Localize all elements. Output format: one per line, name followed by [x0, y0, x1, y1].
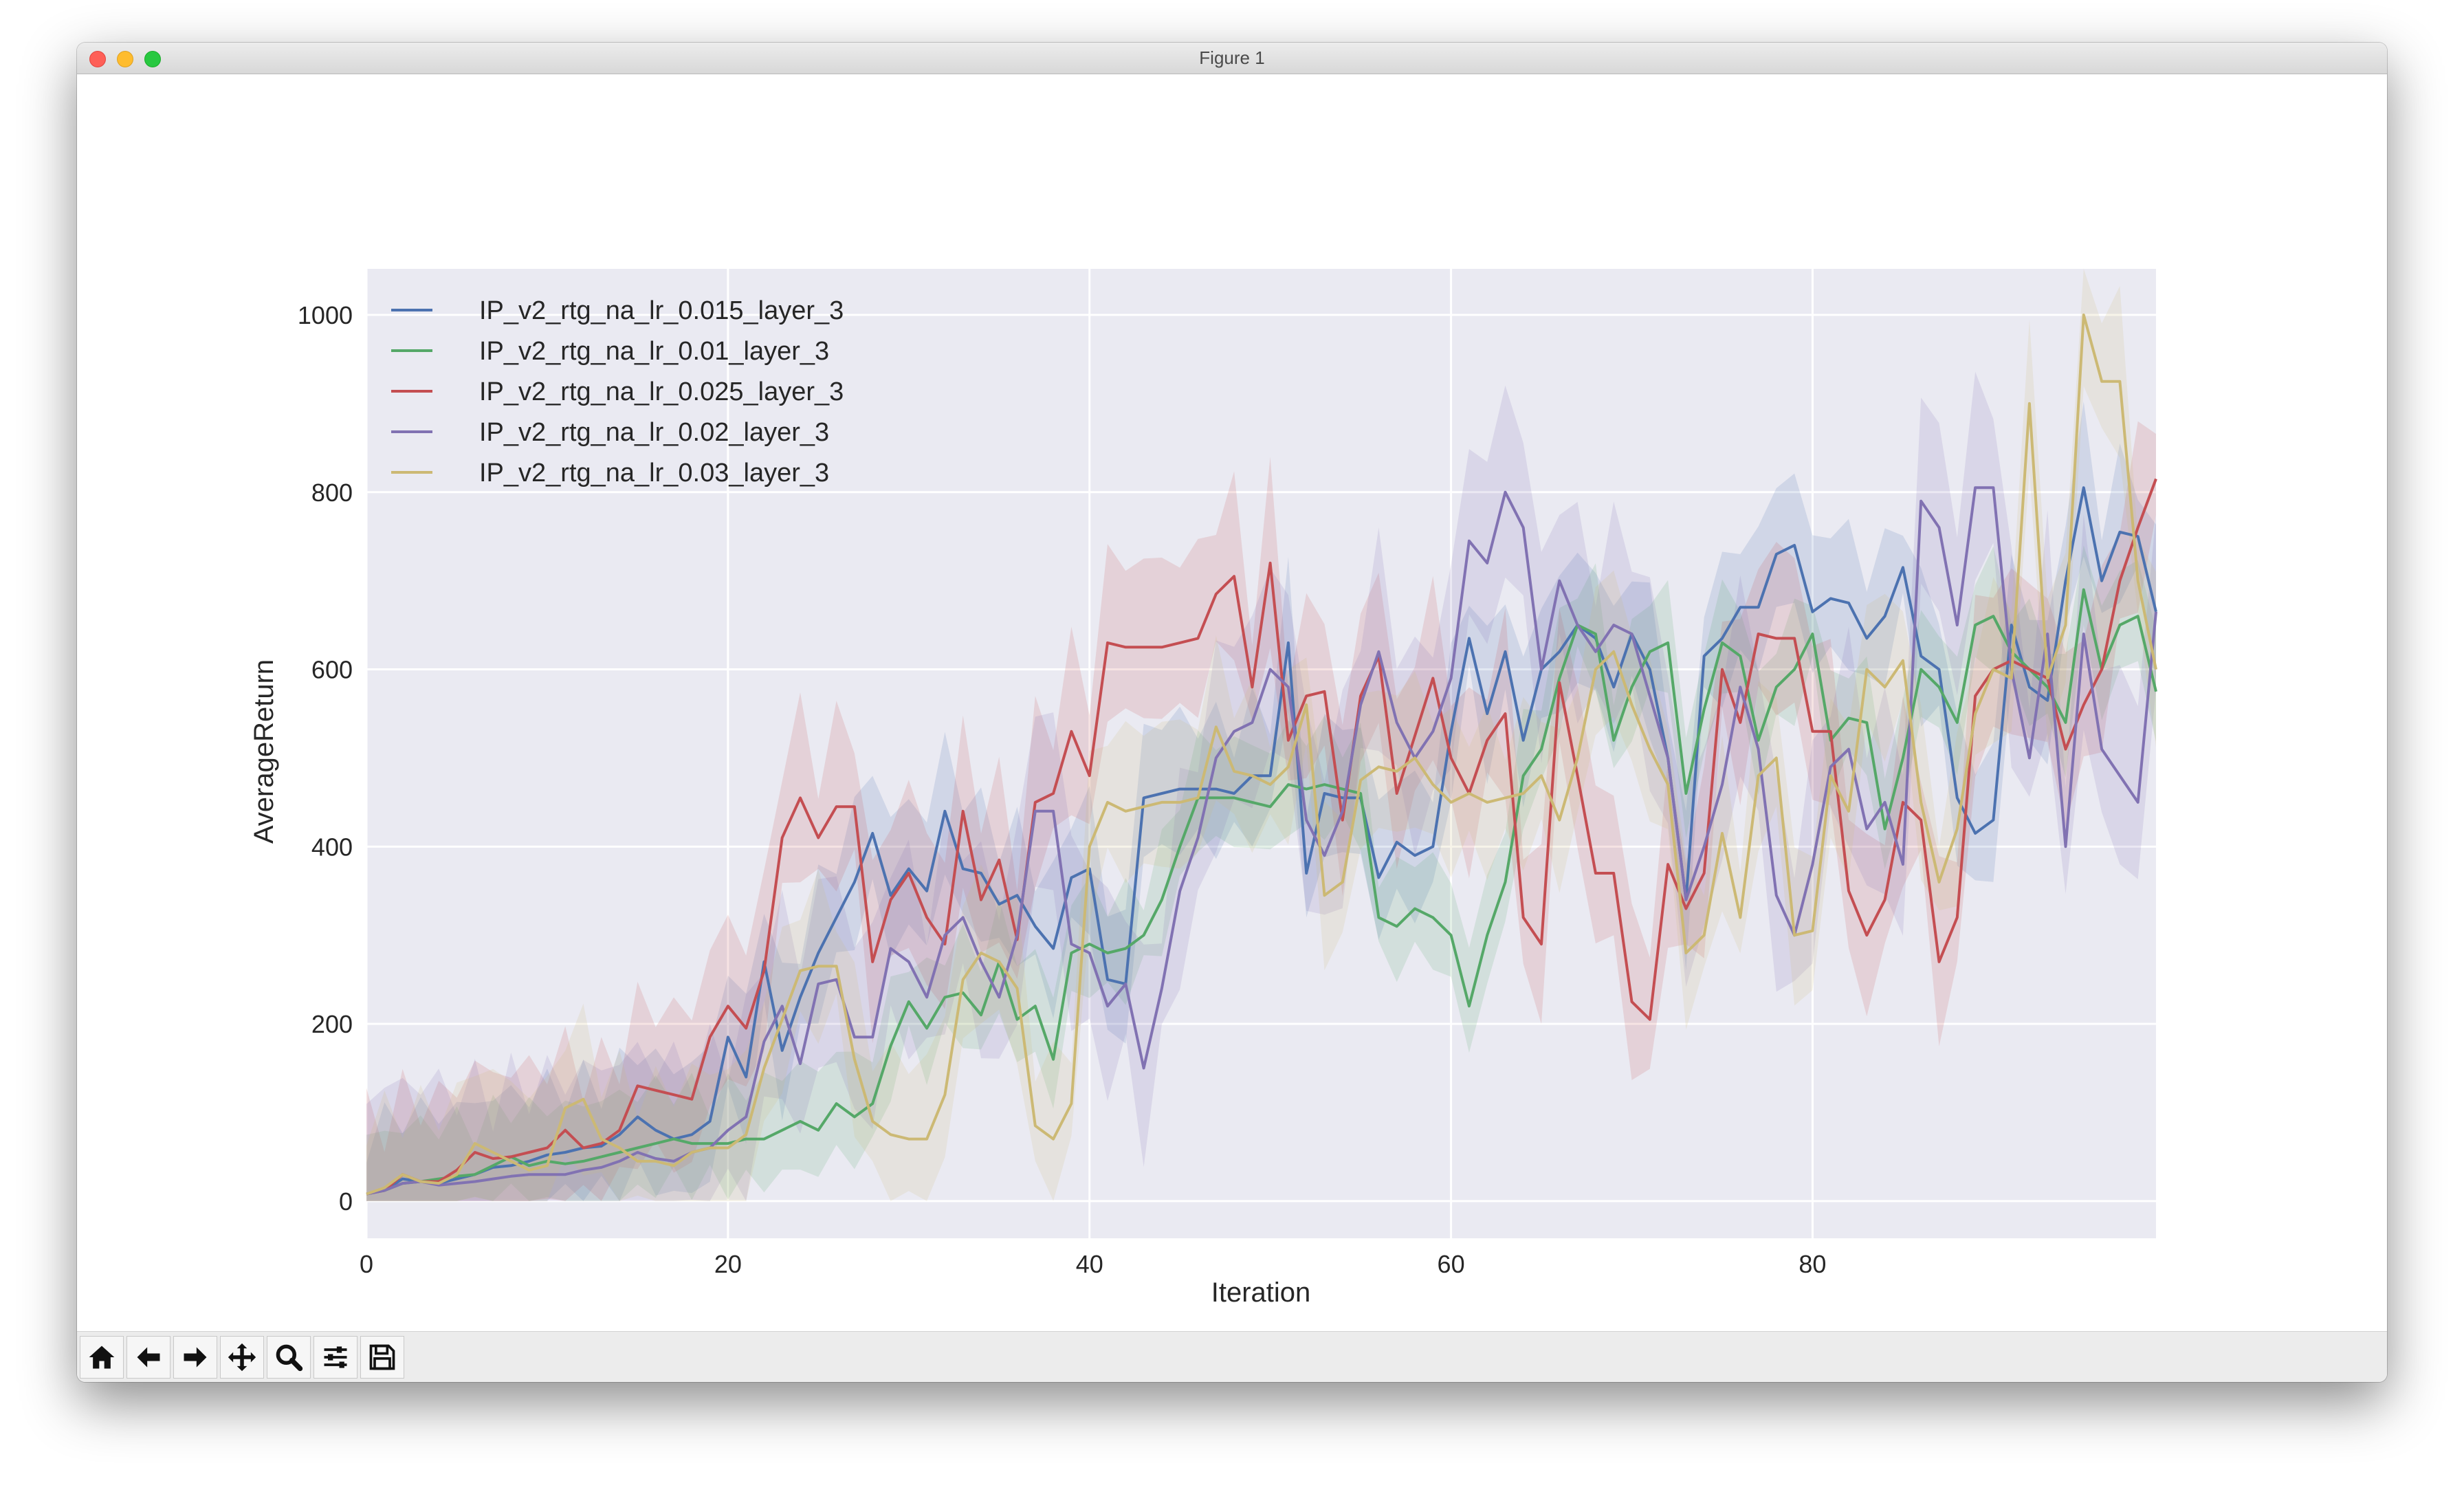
maximize-window-button[interactable]: [144, 51, 161, 67]
legend-label: IP_v2_rtg_na_lr_0.03_layer_3: [479, 459, 829, 487]
y-tick-label: 0: [339, 1187, 353, 1216]
legend-label: IP_v2_rtg_na_lr_0.015_layer_3: [479, 296, 844, 325]
x-tick-label: 20: [714, 1250, 742, 1278]
window-title: Figure 1: [1199, 47, 1265, 68]
legend-label: IP_v2_rtg_na_lr_0.01_layer_3: [479, 337, 829, 366]
home-button[interactable]: [80, 1336, 124, 1379]
series-line: [366, 478, 2157, 1196]
x-tick-label: 40: [1076, 1250, 1103, 1278]
y-tick-label: 600: [311, 656, 353, 684]
title-bar: Figure 1: [77, 43, 2387, 74]
arrow-right-icon: [184, 1347, 207, 1368]
series-line: [366, 588, 2157, 1196]
configure-subplots-button[interactable]: [314, 1336, 358, 1379]
home-icon: [89, 1346, 115, 1369]
spread-band: [366, 421, 2156, 1201]
back-button[interactable]: [126, 1336, 170, 1379]
series-line: [366, 486, 2157, 1196]
navigation-toolbar: [77, 1331, 2387, 1382]
sliders-icon: [324, 1346, 347, 1368]
zoom-button[interactable]: [267, 1336, 311, 1379]
gridlines: [365, 269, 2156, 1238]
spread-band: [366, 545, 2156, 1201]
y-tick-label: 400: [311, 833, 353, 861]
series-line: [366, 486, 2157, 1196]
spread-band: [366, 371, 2156, 1201]
line-chart[interactable]: 0 20 40 60 80 0 200 400 600 800 1000 Iteration Av…: [77, 74, 2387, 1331]
x-tick-label: 60: [1438, 1250, 1465, 1278]
series-lines: [366, 314, 2157, 1196]
figure-canvas[interactable]: 0 20 40 60 80 0 200 400 600 800 1000 Iteration Av…: [77, 74, 2387, 1331]
x-tick-label: 80: [1798, 1250, 1826, 1278]
legend-label: IP_v2_rtg_na_lr_0.02_layer_3: [479, 418, 829, 447]
minimize-window-button[interactable]: [117, 51, 133, 67]
save-button[interactable]: [360, 1336, 404, 1379]
x-axis-label: Iteration: [1211, 1277, 1311, 1308]
x-tick-label: 0: [360, 1250, 373, 1278]
y-axis-label: AverageReturn: [249, 659, 279, 844]
floppy-disk-icon: [369, 1344, 395, 1370]
move-icon: [228, 1343, 256, 1372]
arrow-left-icon: [137, 1347, 160, 1368]
legend: IP_v2_rtg_na_lr_0.015_layer_3 IP_v2_rtg_n…: [391, 296, 844, 487]
y-tick-label: 800: [311, 479, 353, 507]
y-tick-label: 200: [311, 1010, 353, 1038]
figure-window: Figure 1 0 20 40 60 80 0 200 400 600 800 1000 Ite…: [77, 43, 2387, 1382]
legend-label: IP_v2_rtg_na_lr_0.025_layer_3: [479, 377, 844, 406]
y-tick-labels: 0 200 400 600 800 1000: [298, 301, 353, 1216]
y-tick-label: 1000: [298, 301, 353, 329]
close-window-button[interactable]: [89, 51, 106, 67]
plot-background: [366, 269, 2156, 1238]
x-tick-labels: 0 20 40 60 80: [360, 1250, 1826, 1278]
pan-button[interactable]: [220, 1336, 264, 1379]
magnifier-icon: [276, 1344, 303, 1372]
forward-button[interactable]: [173, 1336, 217, 1379]
series-line: [366, 314, 2157, 1196]
